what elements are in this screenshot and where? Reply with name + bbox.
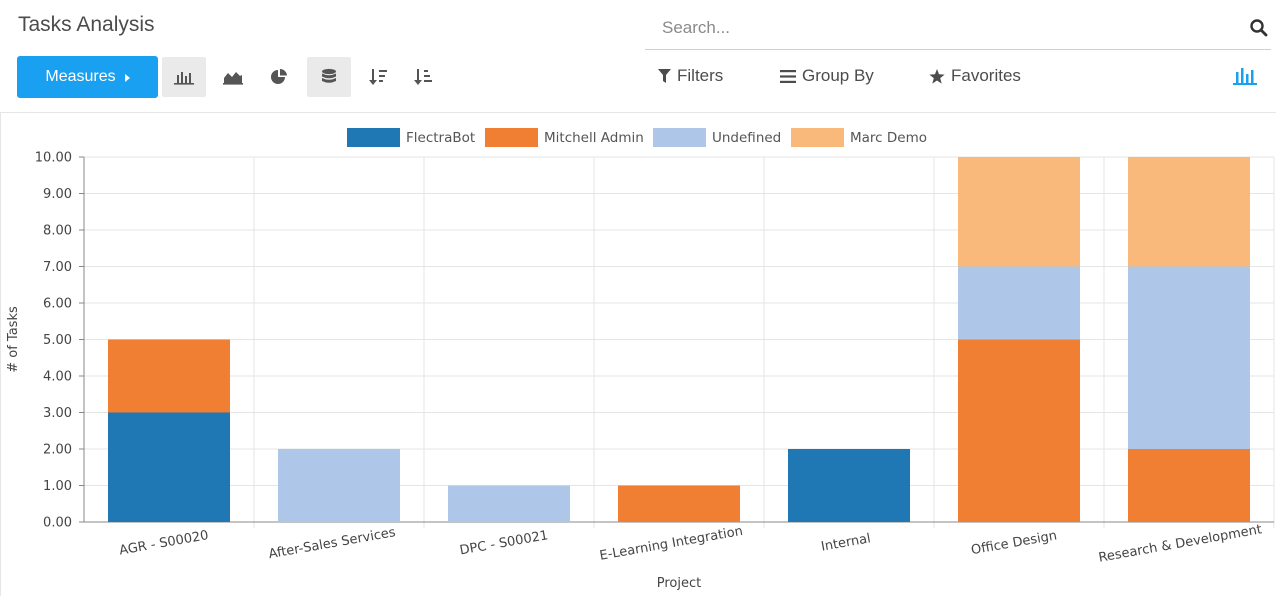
- sort-ascending-icon: [414, 69, 432, 85]
- y-tick-label: 0.00: [43, 516, 72, 531]
- legend-label: Undefined: [712, 130, 781, 146]
- control-panel: Tasks Analysis Measures: [0, 0, 1276, 113]
- pie-chart-button[interactable]: [257, 57, 301, 97]
- search-input[interactable]: [662, 18, 1222, 38]
- sort-descending-button[interactable]: [356, 57, 400, 97]
- bar-segment: [618, 485, 740, 522]
- measures-button[interactable]: Measures: [17, 56, 158, 98]
- y-tick-label: 10.00: [35, 151, 72, 166]
- x-tick-label: AGR - S00020: [118, 528, 210, 558]
- graph-view-button[interactable]: [1232, 64, 1260, 88]
- legend-label: FlectraBot: [406, 130, 475, 146]
- y-tick-label: 3.00: [43, 406, 72, 421]
- filter-icon: [658, 69, 671, 83]
- bar-segment: [108, 339, 230, 413]
- bar-segment: [958, 266, 1080, 340]
- search-box: [645, 10, 1271, 50]
- y-axis-title: # of Tasks: [6, 306, 21, 373]
- line-chart-button[interactable]: [211, 57, 255, 97]
- bar-chart-button[interactable]: [162, 57, 206, 97]
- sort-descending-icon: [369, 69, 387, 85]
- stacked-bar-chart: 0.00 1.00 2.00 3.00 4.00 5.00 6.00 7.00 8.00 9.00…: [6, 128, 1275, 591]
- x-tick-label: After-Sales Services: [268, 525, 398, 562]
- bar-segment: [1128, 266, 1250, 449]
- x-tick-label: Research & Development: [1097, 522, 1263, 566]
- y-tick-label: 9.00: [43, 187, 72, 202]
- x-axis-title: Project: [657, 576, 701, 591]
- sort-ascending-button[interactable]: [401, 57, 445, 97]
- favorites-label: Favorites: [951, 66, 1021, 85]
- x-tick-label: DPC - S00021: [459, 528, 550, 558]
- bar-segment: [448, 485, 570, 522]
- bars-icon: [780, 69, 796, 83]
- legend-label: Mitchell Admin: [544, 130, 644, 146]
- legend-label: Marc Demo: [850, 130, 927, 146]
- y-tick-label: 5.00: [43, 333, 72, 348]
- stacked-button[interactable]: [307, 57, 351, 97]
- group-by-label: Group By: [802, 66, 874, 85]
- chart-area: 0.00 1.00 2.00 3.00 4.00 5.00 6.00 7.00 8.00 9.00…: [0, 113, 1276, 596]
- y-tick-label: 4.00: [43, 370, 72, 385]
- x-tick-label: Internal: [820, 531, 872, 554]
- bar-segment: [278, 449, 400, 522]
- bar-chart-icon: [174, 72, 194, 85]
- group-by-dropdown[interactable]: Group By: [780, 66, 874, 86]
- filters-label: Filters: [677, 66, 724, 85]
- y-tick-label: 2.00: [43, 443, 72, 458]
- y-tick-label: 1.00: [43, 479, 72, 494]
- search-icon[interactable]: [1249, 18, 1269, 38]
- caret-right-icon: [124, 73, 130, 82]
- x-tick-label: E-Learning Integration: [598, 524, 744, 564]
- measures-label: Measures: [45, 68, 116, 85]
- stacked-icon: [322, 68, 336, 83]
- graph-view-icon: [1233, 68, 1257, 85]
- filters-dropdown[interactable]: Filters: [658, 66, 723, 86]
- legend-swatch: [653, 128, 706, 147]
- legend-swatch: [485, 128, 538, 147]
- bar-segment: [1128, 157, 1250, 267]
- bar-segment: [1128, 449, 1250, 522]
- x-tick-label: Office Design: [970, 528, 1058, 558]
- legend-swatch: [347, 128, 400, 147]
- y-tick-label: 6.00: [43, 297, 72, 312]
- pie-chart-icon: [271, 68, 287, 84]
- bar-segment: [108, 412, 230, 522]
- legend-swatch: [791, 128, 844, 147]
- bar-segment: [788, 449, 910, 522]
- y-tick-label: 8.00: [43, 224, 72, 239]
- line-chart-icon: [223, 72, 243, 85]
- star-icon: [929, 68, 945, 84]
- page-title: Tasks Analysis: [18, 13, 155, 36]
- bar-segment: [958, 157, 1080, 267]
- y-tick-label: 7.00: [43, 260, 72, 275]
- favorites-dropdown[interactable]: Favorites: [929, 66, 1021, 86]
- bar-segment: [958, 339, 1080, 522]
